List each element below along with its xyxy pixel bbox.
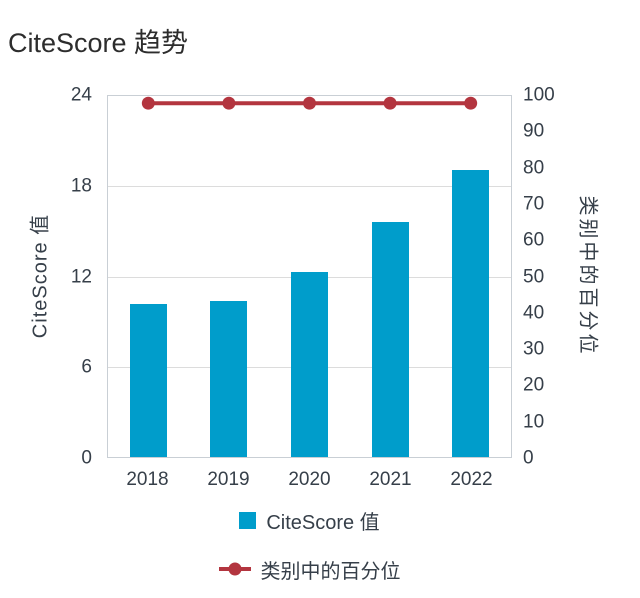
right-tick-50: 50 <box>523 266 545 287</box>
x-label-2020: 2020 <box>288 469 331 490</box>
right-axis-ticks: 0 10 20 30 40 50 60 70 80 90 100 <box>523 86 569 468</box>
right-tick-60: 60 <box>523 229 545 251</box>
right-tick-0: 0 <box>523 447 534 469</box>
legend-percentile-label: 类别中的百分位 <box>260 560 401 583</box>
percentile-line-icon <box>218 562 251 576</box>
left-tick-0: 0 <box>81 447 92 469</box>
right-tick-70: 70 <box>523 193 545 215</box>
right-tick-100: 100 <box>523 84 555 106</box>
bar-2021 <box>371 222 409 457</box>
percentile-point-2019 <box>222 96 236 110</box>
left-tick-6: 6 <box>81 356 92 378</box>
percentile-point-2018 <box>141 96 155 110</box>
citescore-square-icon <box>239 511 257 529</box>
bar-2019 <box>210 300 248 457</box>
x-label-2022: 2022 <box>450 469 493 490</box>
gridline-18 <box>108 186 511 188</box>
x-label-2019: 2019 <box>207 469 250 490</box>
right-axis-title: 类别中的百分位 <box>576 195 599 357</box>
percentile-point-2020 <box>303 96 316 110</box>
legend-citescore: CiteScore 值 <box>107 509 512 534</box>
percentile-line <box>141 96 478 110</box>
left-tick-12: 12 <box>70 266 92 287</box>
right-tick-90: 90 <box>523 120 545 142</box>
percentile-dot-icon <box>228 562 241 576</box>
x-axis-labels: 2018 2019 2020 2021 2022 <box>107 470 512 494</box>
bar-2022 <box>452 169 490 457</box>
left-tick-24: 24 <box>70 84 92 106</box>
page-title: CiteScore 趋势 <box>8 28 189 58</box>
bar-2018 <box>129 303 167 457</box>
legend-percentile: 类别中的百分位 <box>107 558 512 583</box>
right-tick-20: 20 <box>523 374 545 396</box>
right-tick-80: 80 <box>523 157 545 179</box>
bar-2020 <box>291 272 328 457</box>
right-tick-10: 10 <box>523 411 545 433</box>
x-label-2021: 2021 <box>369 469 412 490</box>
percentile-point-2022 <box>464 96 478 110</box>
percentile-point-2021 <box>383 96 397 110</box>
x-label-2018: 2018 <box>126 469 169 490</box>
left-tick-18: 18 <box>70 175 92 197</box>
left-axis-ticks: 0 6 12 18 24 <box>48 86 92 468</box>
right-tick-30: 30 <box>523 338 545 360</box>
plot-area <box>107 95 512 458</box>
legend-citescore-label: CiteScore 值 <box>266 511 380 534</box>
right-tick-40: 40 <box>523 302 545 324</box>
